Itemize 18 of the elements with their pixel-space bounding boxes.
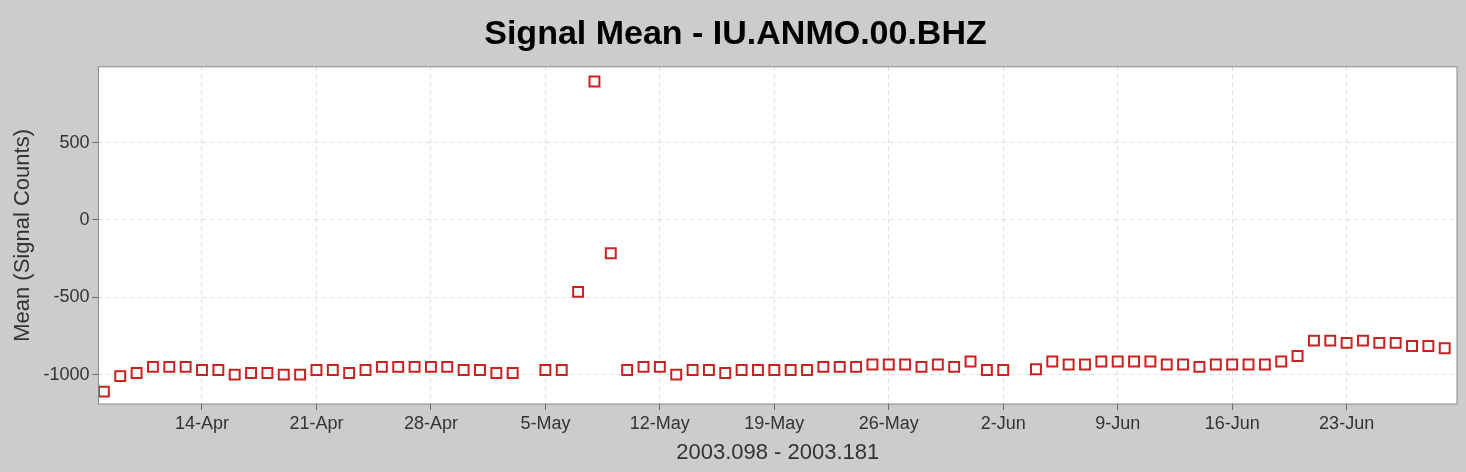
chart-title: Signal Mean - IU.ANMO.00.BHZ	[484, 12, 987, 51]
x-tick-label: 21-Apr	[289, 412, 344, 433]
x-tick-label: 28-Apr	[403, 412, 458, 433]
x-tick-label: 2-Jun	[980, 412, 1026, 433]
x-tick-label: 5-May	[520, 412, 571, 433]
x-axis-title: 2003.098 - 2003.181	[676, 438, 880, 464]
x-tick-label: 16-Jun	[1204, 412, 1260, 433]
x-tick-label: 14-Apr	[174, 412, 230, 433]
x-tick-label: 9-Jun	[1095, 412, 1141, 433]
y-tick-label: -500	[53, 286, 90, 307]
x-tick-label: 19-May	[744, 412, 805, 433]
y-tick-label: 500	[59, 131, 90, 152]
y-axis-title: Mean (Signal Counts)	[9, 129, 35, 342]
x-tick-label: 23-Jun	[1319, 412, 1375, 433]
x-tick-label: 12-May	[629, 412, 690, 433]
y-tick-label: 0	[79, 208, 90, 229]
y-tick-label: -1000	[43, 363, 90, 384]
x-tick-label: 26-May	[858, 412, 919, 433]
